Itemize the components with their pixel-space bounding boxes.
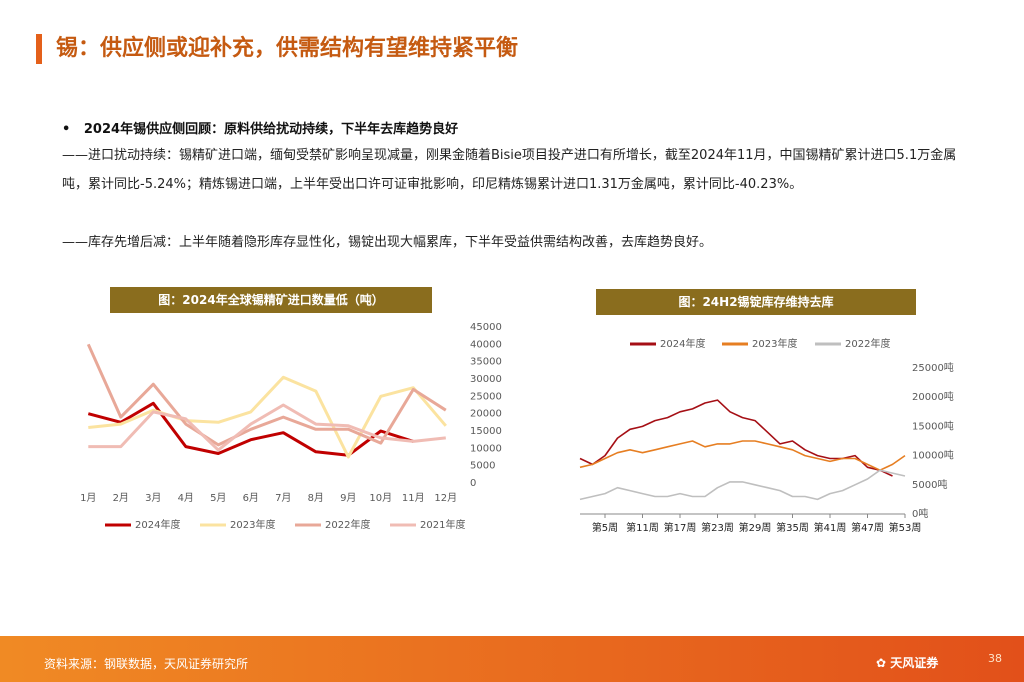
y-tick-label: 10000 [470, 443, 502, 454]
x-tick-label: 9月 [340, 492, 356, 504]
x-tick-label: 4月 [178, 492, 194, 504]
source: 资料来源：钢联数据，天风证券研究所 [44, 657, 249, 671]
y-tick-label: 0吨 [912, 507, 928, 520]
x-tick-label: 第35周 [776, 521, 809, 534]
y-tick-label: 25000吨 [912, 361, 954, 374]
chart-title: 图：2024年全球锡精矿进口数量低（吨） [110, 287, 432, 313]
legend-label: 2023年度 [230, 518, 275, 531]
x-tick-label: 5月 [210, 492, 226, 504]
y-tick-label: 5000 [470, 461, 495, 472]
chart-title: 图：24H2锡锭库存维持去库 [596, 289, 916, 315]
y-tick-label: 30000 [470, 374, 502, 385]
title-accent [36, 34, 42, 64]
y-tick-label: 45000 [470, 322, 502, 333]
y-tick-label: 5000吨 [912, 478, 947, 491]
y-tick-label: 15000 [470, 426, 502, 437]
x-tick-label: 7月 [275, 492, 291, 504]
page-number: 38 [988, 652, 1002, 665]
series-line [88, 375, 447, 459]
y-tick-label: 20000吨 [912, 390, 954, 403]
legend-label: 2024年度 [660, 337, 705, 350]
y-tick-label: 0 [470, 478, 476, 489]
bullet-text: 2024年锡供应侧回顾：原料供给扰动持续，下半年去库趋势良好 [83, 122, 459, 137]
series-line [579, 440, 906, 471]
y-tick-label: 10000吨 [912, 449, 954, 462]
x-tick-label: 1月 [80, 492, 96, 504]
y-tick-label: 15000吨 [912, 419, 954, 432]
series-line [87, 401, 414, 457]
x-tick-label: 第53周 [889, 521, 922, 534]
x-tick-label: 6月 [243, 492, 259, 504]
x-tick-label: 2月 [113, 492, 129, 504]
paragraph: ——库存先增后减：上半年随着隐形库存显性化，锡锭出现大幅累库，下半年受益供需结构… [62, 235, 713, 250]
y-tick-label: 20000 [470, 409, 502, 420]
series-line [579, 469, 906, 501]
x-tick-label: 第17周 [664, 521, 697, 534]
x-tick-label: 第29周 [739, 521, 772, 534]
slide-title: 锡：供应侧或迎补充，供需结构有望维持紧平衡 [56, 36, 519, 61]
footer [0, 636, 1024, 682]
series-line [86, 343, 447, 447]
legend-label: 2024年度 [135, 518, 180, 531]
x-tick-label: 第47周 [851, 521, 884, 534]
series-line [88, 403, 446, 452]
legend-label: 2021年度 [420, 518, 465, 531]
x-tick-label: 8月 [308, 492, 324, 504]
logo: ✿ 天风证券 [876, 656, 939, 670]
y-tick-label: 25000 [470, 391, 502, 402]
series-line [579, 399, 893, 477]
legend-label: 2022年度 [325, 518, 370, 531]
x-tick-label: 11月 [402, 492, 425, 504]
x-tick-label: 3月 [145, 492, 161, 504]
x-tick-label: 10月 [369, 492, 392, 504]
x-tick-label: 第23周 [701, 521, 734, 534]
y-tick-label: 40000 [470, 339, 502, 350]
logo-text: 天风证券 [890, 656, 939, 670]
legend-label: 2022年度 [845, 337, 890, 350]
x-tick-label: 第5周 [592, 521, 618, 534]
paragraph: ——进口扰动持续：锡精矿进口端，缅甸受禁矿影响呈现减量，刚果金随着Bisie项目… [62, 148, 957, 192]
y-tick-label: 35000 [470, 357, 502, 368]
x-tick-label: 第11周 [626, 521, 659, 534]
x-tick-label: 第41周 [814, 521, 847, 534]
legend-label: 2023年度 [752, 337, 797, 350]
bullet: • 2024年锡供应侧回顾：原料供给扰动持续，下半年去库趋势良好 [62, 122, 459, 137]
x-tick-label: 12月 [434, 492, 457, 504]
